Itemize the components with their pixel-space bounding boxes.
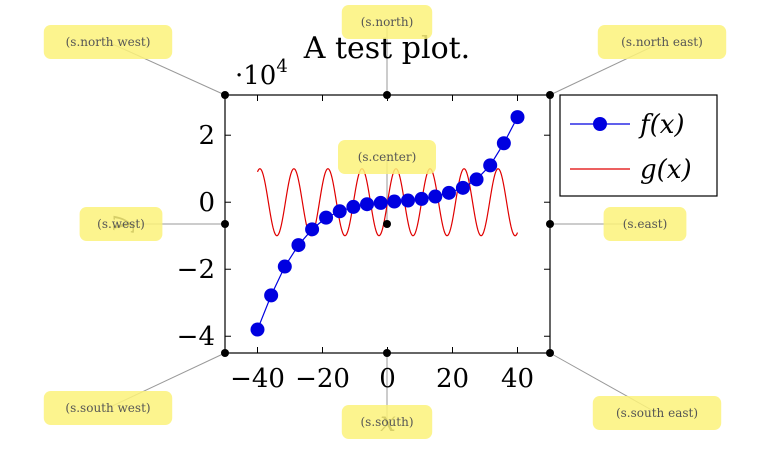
series-f-point-2 bbox=[277, 259, 292, 274]
series-f-point-8 bbox=[360, 197, 375, 212]
legend-f-marker bbox=[593, 117, 607, 131]
anchor-dot-south_west bbox=[221, 349, 229, 357]
anchor-dot-north_west bbox=[221, 91, 229, 99]
anchor-tag-box-north_east bbox=[597, 25, 727, 59]
legend: f(x) g(x) bbox=[559, 94, 718, 197]
anchor-tag-label-south_west: (s.south west) bbox=[65, 401, 150, 415]
anchor-dot-south_east bbox=[546, 349, 554, 357]
series-f-point-7 bbox=[346, 199, 361, 214]
y-tick-label-2: 0 bbox=[198, 188, 215, 218]
x-tick-label-1: −20 bbox=[295, 364, 350, 394]
anchor-tag-box-south bbox=[341, 405, 433, 439]
y-tick-labels: −4 −2 0 2 bbox=[177, 121, 215, 352]
legend-f-label: f(x) bbox=[638, 110, 685, 140]
series-f-point-19 bbox=[510, 110, 525, 125]
series-f-point-15 bbox=[455, 180, 470, 195]
anchor-tag-label-north_west: (s.north west) bbox=[66, 35, 151, 49]
series-f-point-9 bbox=[373, 195, 388, 210]
anchor-tag-box-south_west bbox=[43, 391, 173, 425]
anchor-dot-west bbox=[221, 220, 229, 228]
x-tick-label-0: −40 bbox=[230, 364, 285, 394]
anchor-tag-label-north_east: (s.north east) bbox=[621, 35, 703, 49]
series-f-point-14 bbox=[441, 185, 456, 200]
legend-box bbox=[559, 94, 718, 197]
x-tick-labels: −40 −20 0 20 40 bbox=[230, 364, 534, 394]
y-tick-label-3: 2 bbox=[198, 121, 215, 151]
anchor-tag-box-west bbox=[79, 207, 163, 241]
anchor-tags: (s.north west) (s.north) (s.north east) (s.… bbox=[43, 5, 727, 439]
legend-g-label: g(x) bbox=[640, 155, 692, 185]
anchor-tag-label-south_east: (s.south east) bbox=[616, 406, 698, 420]
series-f-point-13 bbox=[428, 189, 443, 204]
x-tick-label-4: 40 bbox=[501, 364, 534, 394]
y-tick-label-0: −4 bbox=[177, 322, 215, 352]
axis-ticks bbox=[225, 95, 550, 353]
y-scale-label: ·104 bbox=[235, 56, 288, 91]
series-f-point-3 bbox=[291, 238, 306, 253]
series-f-point-17 bbox=[483, 158, 498, 173]
anchor-dot-east bbox=[546, 220, 554, 228]
anchor-dot-south bbox=[383, 349, 391, 357]
anchor-tag-label-south: (s.south) bbox=[361, 415, 414, 429]
series-f-point-18 bbox=[496, 136, 511, 151]
series-f-point-0 bbox=[250, 322, 265, 337]
y-tick-label-1: −2 bbox=[177, 255, 215, 285]
series-f-point-4 bbox=[305, 222, 320, 237]
anchor-dots bbox=[221, 91, 554, 357]
anchor-tag-box-south_east bbox=[592, 396, 722, 430]
series-f-point-11 bbox=[400, 193, 415, 208]
series-f-point-12 bbox=[414, 191, 429, 206]
series-f-point-10 bbox=[387, 194, 402, 209]
series-f-point-1 bbox=[264, 288, 279, 303]
series-f-point-6 bbox=[332, 204, 347, 219]
series-f-markers bbox=[250, 110, 525, 337]
anchor-dot-center bbox=[383, 220, 391, 228]
anchor-tag-label-center: (s.center) bbox=[358, 150, 417, 164]
anchor-tag-label-east: (s.east) bbox=[623, 217, 668, 231]
anchor-tag-box-center bbox=[338, 140, 436, 174]
series-f-point-5 bbox=[319, 210, 334, 225]
anchor-dot-north_east bbox=[546, 91, 554, 99]
anchor-tag-label-north: (s.north) bbox=[361, 15, 414, 29]
series-f-point-16 bbox=[469, 172, 484, 187]
anchor-tag-box-east bbox=[603, 207, 687, 241]
x-tick-label-3: 20 bbox=[436, 364, 469, 394]
anchor-dot-north bbox=[383, 91, 391, 99]
anchor-tag-label-west: (s.west) bbox=[97, 217, 145, 231]
anchor-tag-box-north_west bbox=[43, 25, 173, 59]
anchor-tag-box-north bbox=[341, 5, 433, 39]
x-tick-label-2: 0 bbox=[379, 364, 396, 394]
